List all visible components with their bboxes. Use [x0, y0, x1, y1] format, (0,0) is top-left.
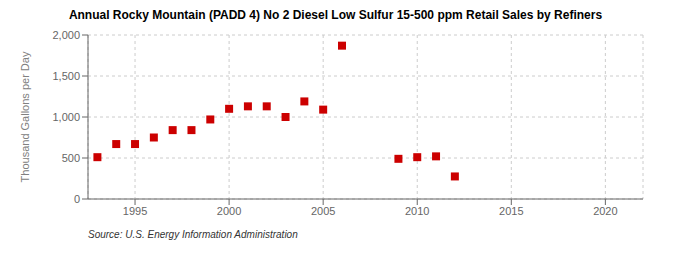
html-text:Annual Rocky Mountain (PADD 4): Annual Rocky Mountain (PADD 4) No 2 Dies… [68, 8, 603, 22]
svg-text:1,000: 1,000 [52, 111, 80, 123]
svg-text:500: 500 [62, 152, 80, 164]
svg-text:2015: 2015 [499, 205, 523, 217]
svg-text:1995: 1995 [123, 205, 147, 217]
svg-text:2005: 2005 [311, 205, 335, 217]
svg-text:1,500: 1,500 [52, 70, 80, 82]
svg-text:2010: 2010 [405, 205, 429, 217]
svg-text:2,000: 2,000 [52, 29, 80, 41]
svg-text:2020: 2020 [593, 205, 617, 217]
svg-text:Thousand Gallons per Day: Thousand Gallons per Day [19, 51, 31, 182]
svg-text:2000: 2000 [217, 205, 241, 217]
svg-text:0: 0 [74, 193, 80, 205]
html-text:Source: U.S. Energy Informatio: Source: U.S. Energy Information Administ… [88, 229, 298, 240]
